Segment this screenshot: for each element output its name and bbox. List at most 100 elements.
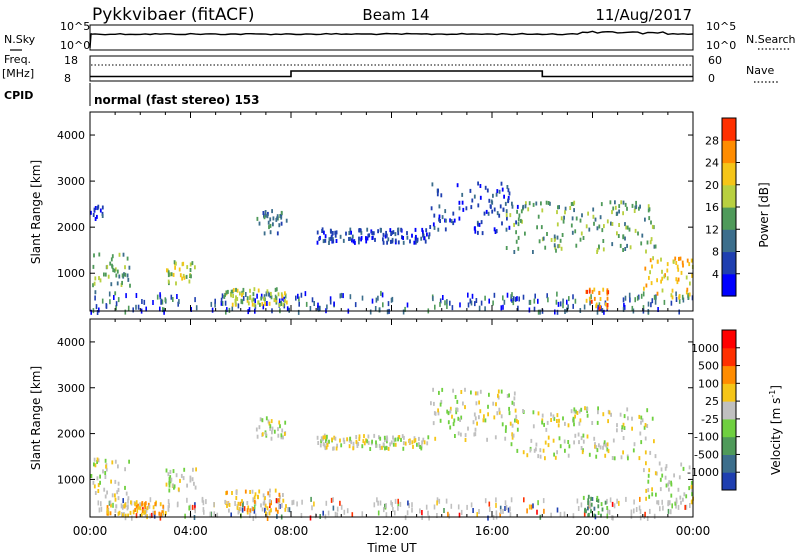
data-cell xyxy=(326,304,328,310)
data-cell xyxy=(291,500,293,506)
data-cell xyxy=(461,200,464,205)
data-cell xyxy=(397,227,400,232)
data-cell xyxy=(605,442,607,447)
data-cell xyxy=(527,207,530,212)
data-cell xyxy=(266,506,269,511)
data-cell xyxy=(464,438,467,442)
data-cell xyxy=(282,302,285,307)
data-cell xyxy=(537,214,540,219)
data-cell xyxy=(514,418,516,423)
data-cell xyxy=(579,418,582,423)
data-cell xyxy=(574,229,577,234)
data-cell xyxy=(285,504,287,509)
velocity-colorbar-label: Velocity [m s-1] xyxy=(768,385,783,475)
data-cell xyxy=(253,508,256,514)
data-cell xyxy=(486,188,489,193)
data-cell xyxy=(140,512,143,517)
data-cell xyxy=(175,473,178,478)
data-cell xyxy=(591,497,594,501)
data-cell xyxy=(168,488,171,493)
data-cell xyxy=(484,306,486,312)
data-cell xyxy=(465,206,468,211)
data-cell xyxy=(230,512,232,518)
data-cell xyxy=(317,302,319,308)
data-cell xyxy=(245,292,247,297)
data-cell xyxy=(651,492,654,497)
data-cell xyxy=(507,198,510,203)
data-cell xyxy=(408,503,410,509)
data-cell xyxy=(680,500,682,505)
data-cell xyxy=(541,208,544,213)
data-cell xyxy=(450,219,453,224)
data-cell xyxy=(438,217,440,222)
data-cell xyxy=(646,240,649,245)
data-cell xyxy=(330,236,332,241)
data-cell xyxy=(540,225,543,230)
data-cell xyxy=(227,501,230,506)
data-cell xyxy=(582,495,585,500)
data-cell xyxy=(577,432,580,437)
data-cell xyxy=(97,489,100,493)
data-cell xyxy=(652,225,655,230)
data-cell xyxy=(170,272,173,277)
data-cell xyxy=(580,436,583,441)
data-cell xyxy=(667,502,670,507)
data-cell xyxy=(432,222,435,227)
data-cell xyxy=(582,433,585,438)
data-cell xyxy=(516,296,518,302)
data-cell xyxy=(510,442,513,447)
data-cell xyxy=(122,498,124,504)
data-cell xyxy=(361,295,364,301)
data-cell xyxy=(257,494,259,499)
data-cell xyxy=(477,203,480,208)
data-cell xyxy=(514,408,517,413)
data-cell xyxy=(242,290,245,295)
data-cell xyxy=(471,293,474,299)
data-cell xyxy=(323,230,325,235)
data-cell xyxy=(475,298,478,303)
data-cell xyxy=(201,497,204,503)
data-cell xyxy=(441,215,444,220)
data-cell xyxy=(264,301,266,306)
data-cell xyxy=(279,504,281,509)
data-cell xyxy=(121,273,124,278)
data-cell xyxy=(96,457,99,462)
data-cell xyxy=(628,227,631,232)
data-cell xyxy=(645,496,647,501)
data-cell xyxy=(447,411,450,416)
data-cell xyxy=(460,432,462,437)
data-cell xyxy=(427,510,429,516)
data-cell xyxy=(319,305,321,311)
colorbar-tick-label: 12 xyxy=(705,223,719,236)
data-cell xyxy=(598,302,601,308)
data-cell xyxy=(642,291,645,297)
data-cell xyxy=(484,295,486,301)
data-cell xyxy=(349,227,352,232)
data-cell xyxy=(220,300,223,306)
data-cell xyxy=(117,464,119,469)
data-cell xyxy=(320,436,323,441)
data-cell xyxy=(516,427,519,432)
data-cell xyxy=(647,204,650,209)
data-cell xyxy=(611,242,614,247)
data-cell xyxy=(421,440,423,445)
data-cell xyxy=(339,438,341,443)
data-cell xyxy=(97,458,100,463)
data-cell xyxy=(688,262,691,267)
data-cell xyxy=(509,213,512,218)
data-cell xyxy=(556,419,558,423)
data-cell xyxy=(210,511,213,517)
colorbar-tick-label: 28 xyxy=(705,134,719,147)
data-cell xyxy=(406,510,409,516)
data-cell xyxy=(115,301,118,307)
data-cell xyxy=(295,295,297,301)
data-cell xyxy=(639,204,641,209)
data-cell xyxy=(276,214,279,219)
data-cell xyxy=(167,472,170,477)
data-cell xyxy=(382,237,384,242)
data-cell xyxy=(511,432,514,437)
freq-trace xyxy=(90,70,693,78)
data-cell xyxy=(665,464,668,469)
data-cell xyxy=(669,500,671,506)
data-cell xyxy=(183,275,186,280)
